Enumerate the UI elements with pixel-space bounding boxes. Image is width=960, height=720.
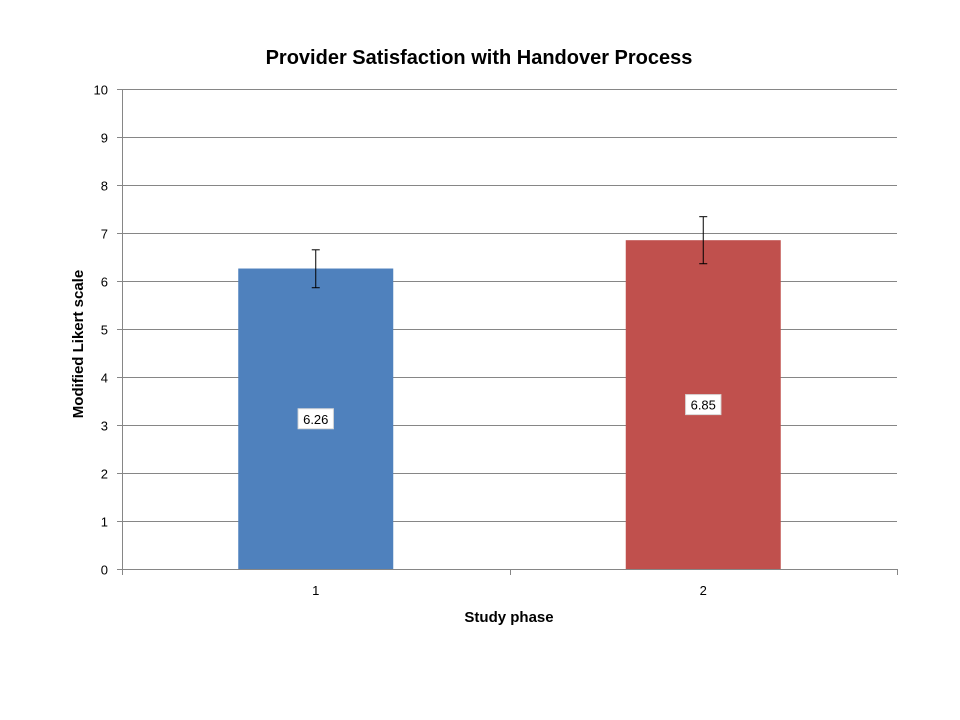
y-tick-label: 5 [101,323,108,338]
y-tick-label: 9 [101,131,108,146]
data-label: 6.85 [685,394,722,416]
error-bar [311,249,320,289]
x-tick-label: 1 [312,583,319,598]
error-bar [699,216,708,265]
data-label-value: 6.85 [691,398,716,413]
axes: 0 1 2 3 4 5 6 7 8 9 10 1 2 [94,83,898,598]
y-tick-label: 2 [101,467,108,482]
chart-title: Provider Satisfaction with Handover Proc… [266,47,693,69]
data-labels: 6.26 6.85 [297,394,722,430]
y-tick-label: 6 [101,275,108,290]
y-axis-title: Modified Likert scale [70,270,87,418]
x-axis-title: Study phase [464,609,553,626]
data-label: 6.26 [297,408,334,430]
y-tick-label: 1 [101,515,108,530]
y-tick-label: 0 [101,563,108,578]
x-tick-label: 2 [700,583,707,598]
y-tick-label: 8 [101,179,108,194]
y-tick-label: 4 [101,371,108,386]
bars [238,216,781,569]
data-label-value: 6.26 [303,412,328,427]
y-tick-label: 3 [101,419,108,434]
y-tick-label: 10 [94,83,108,98]
y-tick-label: 7 [101,227,108,242]
